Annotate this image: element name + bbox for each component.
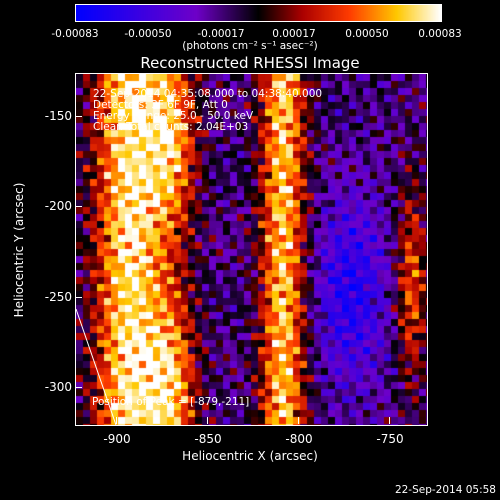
peak-position: Position of Peak = [-879,-211] [92,396,250,408]
y-tick [75,387,82,388]
x-tick-label: -900 [103,432,131,446]
x-tick [207,417,208,424]
info-clean-counts: Clean Total counts: 2.04E+03 [93,121,249,133]
y-axis-title: Heliocentric Y (arcsec) [12,182,26,318]
colorbar-tick: -0.00017 [197,28,245,40]
y-tick-label: -150 [44,109,72,123]
x-tick [116,417,117,424]
colorbar-tick: 0.00050 [345,28,389,40]
y-tick-label: -200 [44,199,72,213]
info-time-range: 22-Sep-2014 04:35:08.000 to 04:38:40.000 [93,88,323,100]
image-plot [75,73,428,426]
x-axis-title: Heliocentric X (arcsec) [182,449,318,463]
colorbar-tick: 0.00017 [272,28,316,40]
x-tick [389,417,390,424]
y-tick-label: -250 [44,290,72,304]
colorbar-tick: 0.00083 [418,28,462,40]
colorbar-tick: -0.00083 [51,28,99,40]
image-title: Reconstructed RHESSI Image [140,54,360,72]
y-tick [75,206,82,207]
x-tick-label: -800 [285,432,313,446]
timestamp: 22-Sep-2014 05:58 [394,484,496,496]
rhessi-heatmap [76,74,427,425]
info-detectors: Detectors: 3F 6F 9F, Att 0 [93,99,228,111]
y-tick [75,116,82,117]
colorbar-tick: -0.00050 [124,28,172,40]
y-tick [75,297,82,298]
limb-line [76,308,117,425]
x-tick-label: -850 [194,432,222,446]
colorbar [75,4,442,22]
info-energy-range: Energy Range: 25.0 - 50.0 keV [93,110,254,122]
x-tick-label: -750 [376,432,404,446]
x-tick [298,417,299,424]
colorbar-units: (photons cm⁻² s⁻¹ asec⁻²) [182,40,318,52]
y-tick-label: -300 [44,380,72,394]
